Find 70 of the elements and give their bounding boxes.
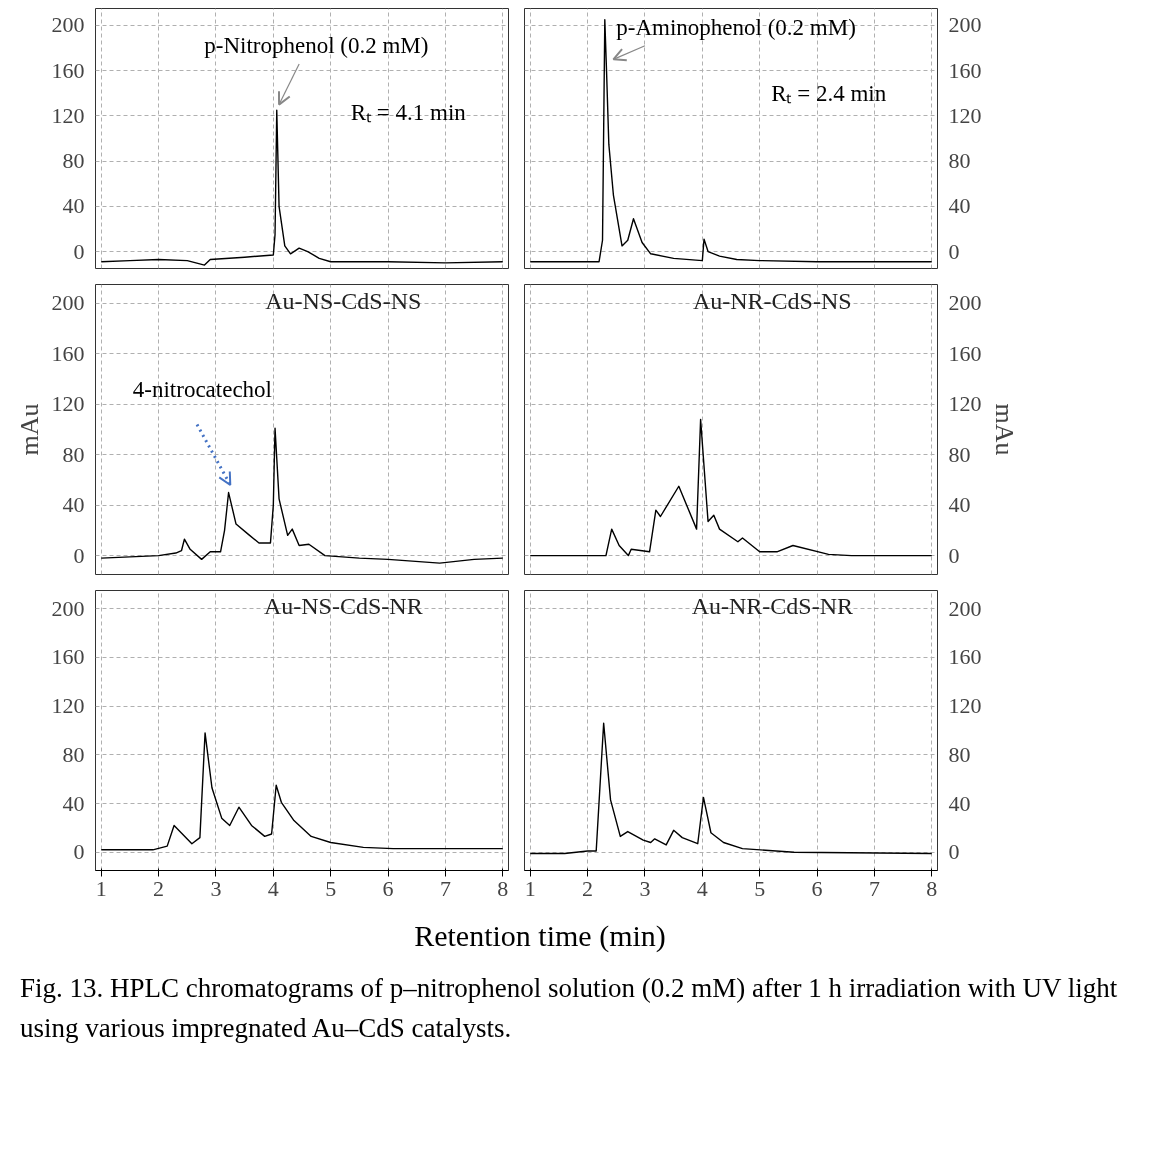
x-tick-label: 7 xyxy=(439,875,451,901)
chart-title: Au-NR-CdS-NS xyxy=(692,287,852,314)
x-tick-label: 7 xyxy=(868,875,880,901)
y-tick-label: 40 xyxy=(62,790,85,816)
y2-tick-label: 200 xyxy=(948,290,982,316)
y-tick-label: 200 xyxy=(51,595,85,621)
y2-tick-label: 40 xyxy=(948,492,971,518)
y2-tick-label: 80 xyxy=(948,441,971,467)
x-tick-label: 1 xyxy=(524,875,536,901)
x-tick-label: 5 xyxy=(754,875,766,901)
line-series xyxy=(529,418,933,557)
annotation: p-Aminophenol (0.2 mM) xyxy=(616,15,856,41)
y2-axis-title: mAu xyxy=(989,403,1019,456)
y2-tick-label: 80 xyxy=(948,148,971,174)
y2-tick-label: 160 xyxy=(948,340,982,366)
y-tick-label: 160 xyxy=(51,340,85,366)
annotation: Rₜ = 4.1 min xyxy=(350,100,467,125)
y2-tick-label: 160 xyxy=(948,57,982,83)
y-tick-label: 0 xyxy=(73,238,85,264)
line-series xyxy=(529,722,933,855)
y-tick-label: 200 xyxy=(51,12,85,38)
x-tick-label: 5 xyxy=(325,875,337,901)
y-tick-label: 80 xyxy=(62,441,85,467)
annotation: Rₜ = 2.4 min xyxy=(771,80,887,106)
y2-tick-label: 120 xyxy=(948,693,982,719)
x-tick-label: 3 xyxy=(639,875,651,901)
y2-tick-label: 80 xyxy=(948,741,971,767)
x-tick-label: 4 xyxy=(267,875,279,901)
y2-tick-label: 160 xyxy=(948,644,982,670)
x-tick-label: 2 xyxy=(153,875,165,901)
y2-tick-label: 0 xyxy=(948,542,960,568)
y-tick-label: 0 xyxy=(73,839,85,865)
y2-tick-label: 120 xyxy=(948,391,982,417)
y-tick-label: 80 xyxy=(62,148,85,174)
x-tick-label: 4 xyxy=(696,875,708,901)
chart-title: Au-NS-CdS-NR xyxy=(263,593,423,620)
y-tick-label: 0 xyxy=(73,542,85,568)
x-tick-label: 3 xyxy=(210,875,222,901)
y2-tick-label: 0 xyxy=(948,238,960,264)
y-tick-label: 120 xyxy=(51,102,85,128)
caption: Fig. 13. HPLC chromatograms of p–nitrophenol solution (0.2 mM) after 1 h irradiation with UV light using various impregnated Au–CdS catalysts. xyxy=(20,971,1119,1046)
y2-tick-label: 40 xyxy=(948,193,971,219)
chart-title: Au-NS-CdS-NS xyxy=(265,287,422,314)
y2-tick-label: 0 xyxy=(948,839,960,865)
y-tick-label: 40 xyxy=(62,492,85,518)
y-tick-label: 80 xyxy=(62,741,85,767)
y-tick-label: 40 xyxy=(62,193,85,219)
annotation: p-Nitrophenol (0.2 mM) xyxy=(204,33,429,59)
x-tick-label: 6 xyxy=(811,875,823,901)
x-tick-label: 8 xyxy=(497,875,509,901)
x-tick-label: 8 xyxy=(926,875,938,901)
y-tick-label: 160 xyxy=(51,644,85,670)
x-tick-label: 1 xyxy=(95,875,107,901)
line-series xyxy=(100,427,504,564)
line-series xyxy=(529,19,933,263)
y-tick-label: 120 xyxy=(51,693,85,719)
y-tick-label: 160 xyxy=(51,57,85,83)
y2-tick-label: 120 xyxy=(948,102,982,128)
y-tick-label: 200 xyxy=(51,290,85,316)
x-tick-label: 6 xyxy=(382,875,394,901)
x-axis-title: Retention time (min) xyxy=(414,918,666,954)
x-tick-label: 2 xyxy=(582,875,594,901)
y-axis-title: mAu xyxy=(14,403,44,456)
annotation: 4-nitrocatechol xyxy=(132,376,272,402)
y2-tick-label: 200 xyxy=(948,595,982,621)
chart-title: Au-NR-CdS-NR xyxy=(691,593,853,620)
line-series xyxy=(100,732,504,851)
y2-tick-label: 200 xyxy=(948,12,982,38)
y-tick-label: 120 xyxy=(51,391,85,417)
y2-tick-label: 40 xyxy=(948,790,971,816)
